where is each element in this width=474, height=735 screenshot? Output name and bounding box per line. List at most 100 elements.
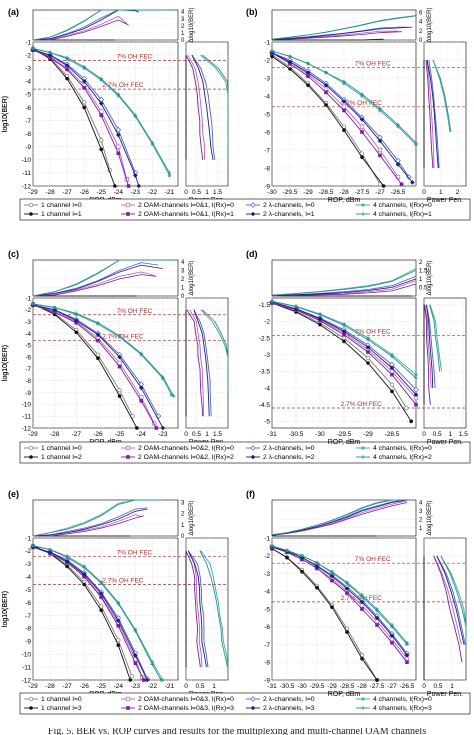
delta-line — [271, 15, 417, 40]
legend-marker — [29, 212, 33, 216]
penalty-line — [185, 550, 201, 668]
data-point — [65, 555, 69, 560]
legend-entry: 2 OAM-channels l=0&1, l(Rx)=0 — [138, 202, 234, 209]
x-tick-label: -25 — [115, 431, 125, 438]
data-point — [65, 67, 69, 72]
data-point — [324, 103, 328, 107]
data-point — [31, 302, 35, 306]
data-point — [365, 345, 371, 350]
y-tick-label: -12 — [22, 425, 32, 432]
fec-27-label: 2.7% OH FEC — [102, 334, 143, 341]
delta-tick-label: 4 — [181, 260, 185, 266]
legend-entry: 2 λ-channels, l=2 — [263, 454, 315, 461]
x-tick-label: -26 — [79, 683, 89, 690]
penalty-tick-label: 1.5 — [459, 431, 468, 438]
x-tick-label: -28.5 — [385, 431, 400, 438]
delta-tick-label: 2 — [181, 512, 185, 518]
panel-label: (c) — [8, 249, 19, 259]
y-tick-label: -4 — [264, 93, 270, 100]
delta-tick-label: 2 — [419, 29, 423, 35]
panel-a: -29 -28 -27 -26 -25 -24 -23 -22 -21 -1 -2 -3 -4 -5 -6 -… — [2, 7, 229, 204]
y-tick-label: -3 — [25, 319, 31, 326]
data-point — [117, 388, 122, 393]
delta-line — [32, 9, 139, 41]
data-point — [96, 338, 100, 343]
data-point — [405, 660, 409, 665]
legend-entry: 1 channel l=2 — [41, 454, 82, 461]
penalty-line — [425, 59, 434, 169]
penalty-tick-label: 0 — [184, 683, 188, 690]
legend-marker — [361, 203, 365, 207]
data-point — [270, 54, 274, 59]
data-point — [171, 394, 176, 398]
series-line — [32, 48, 116, 187]
y-axis-label: log10(BER) — [2, 591, 9, 627]
x-tick-label: -24 — [114, 683, 124, 690]
y-tick-label: -6 — [264, 624, 270, 631]
data-point — [390, 624, 394, 629]
x-tick-label: -31 — [267, 431, 277, 438]
penalty-tick-label: 0 — [184, 431, 188, 438]
panel-label: (f) — [246, 489, 255, 499]
data-point — [113, 184, 117, 188]
legend-entry: 4 channels, l(Rx)=0 — [373, 696, 432, 703]
y-tick-label: -6 — [25, 105, 31, 112]
x-tick-label: -29.5 — [310, 683, 325, 690]
delta-line — [271, 502, 408, 536]
y-axis-label: log10(BER) — [2, 345, 9, 381]
legend-entry: 2 λ-channels, l=3 — [263, 705, 315, 712]
data-point — [315, 561, 319, 565]
x-tick-label: -22 — [148, 683, 158, 690]
penalty-line — [193, 309, 210, 417]
data-point — [300, 553, 304, 558]
data-point — [99, 147, 104, 152]
legend-marker — [125, 445, 131, 451]
data-point — [374, 615, 380, 621]
data-point — [65, 76, 69, 81]
data-point — [341, 104, 347, 109]
x-tick-label: -27.5 — [370, 683, 385, 690]
delta-tick-label: 2 — [181, 277, 185, 283]
y-axis-label: log10(BER) — [2, 345, 9, 381]
data-point — [117, 334, 122, 338]
series-group — [269, 544, 410, 683]
delta-tick-label: 4 — [419, 20, 423, 26]
data-point — [115, 126, 122, 133]
delta-axis-label: Δlog10(BER) — [189, 260, 195, 295]
data-point — [360, 607, 364, 611]
data-point — [375, 623, 379, 627]
data-point — [116, 92, 121, 97]
data-point — [365, 355, 371, 361]
delta-line — [32, 499, 161, 537]
data-point — [74, 311, 79, 316]
delta-tick-label: 0 — [181, 534, 185, 540]
data-point — [115, 132, 121, 138]
penalty-tick-label: 1.5 — [213, 431, 222, 438]
y-tick-label: -7 — [25, 613, 31, 620]
delta-tick-label: 1.5 — [419, 268, 428, 274]
x-tick-label: -28 — [50, 431, 60, 438]
data-point — [138, 385, 144, 391]
legend: 1 channel l=0 1 channel l=2 2 OAM-channels… — [19, 441, 471, 464]
data-point — [135, 426, 139, 430]
data-point — [270, 49, 274, 53]
y-tick-label: -8 — [264, 165, 270, 172]
data-point — [65, 564, 69, 569]
legend-entry: 1 channel l=0 — [41, 202, 82, 209]
x-tick-label: -27 — [375, 189, 385, 196]
x-tick-label: -29 — [327, 683, 337, 690]
data-point — [378, 106, 382, 111]
data-point — [133, 661, 138, 666]
data-point — [294, 304, 298, 309]
penalty-tick-label: 2 — [456, 189, 460, 196]
data-point — [81, 571, 87, 577]
data-point — [81, 78, 87, 84]
series-group — [30, 543, 165, 683]
series-group — [269, 299, 419, 424]
delta-line — [33, 515, 145, 537]
delta-line — [271, 26, 413, 40]
penalty-line — [426, 304, 436, 389]
penalty-tick-label: 0.5 — [192, 431, 201, 438]
x-tick-label: -21 — [165, 683, 175, 690]
data-point — [48, 547, 52, 552]
